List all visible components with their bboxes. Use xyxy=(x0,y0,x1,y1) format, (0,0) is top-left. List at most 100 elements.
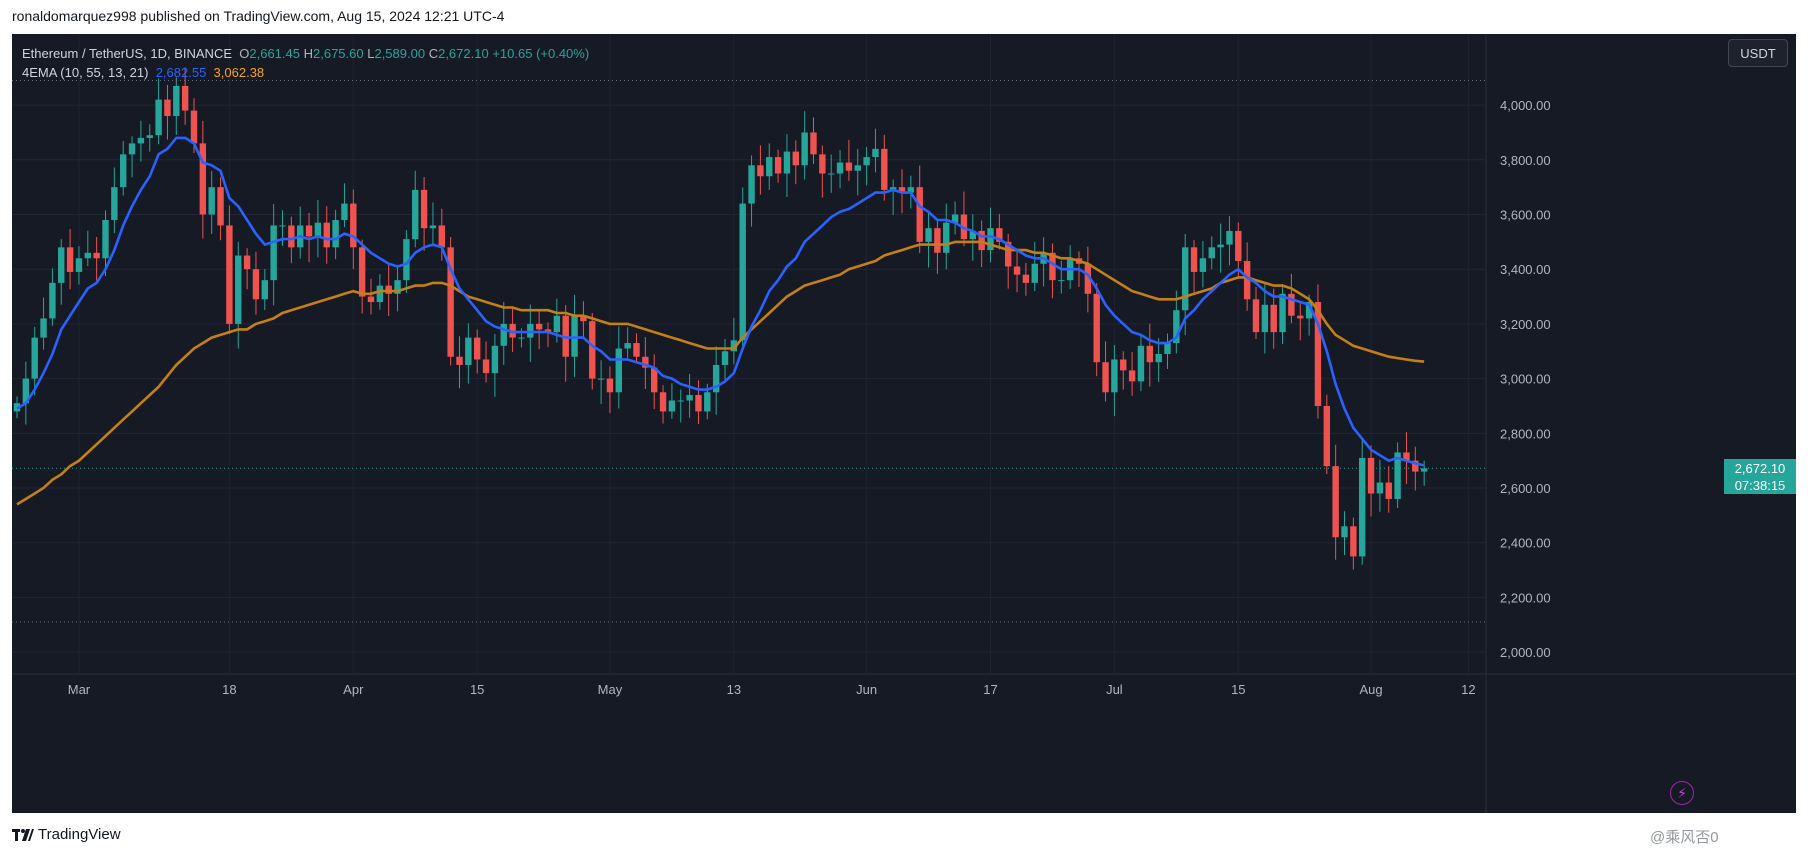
candle-body xyxy=(739,203,746,341)
candle-body xyxy=(146,135,153,138)
candle-body xyxy=(748,165,755,204)
last-price-badge: 2,672.10 xyxy=(1724,459,1796,478)
candle-body xyxy=(93,252,100,259)
high-label: H xyxy=(303,46,313,61)
published-line: ronaldomarquez998 published on TradingVi… xyxy=(12,8,505,24)
candle-body xyxy=(889,187,897,190)
candle-body xyxy=(633,343,640,357)
candle-body xyxy=(1173,310,1180,344)
candle-body xyxy=(544,329,552,333)
candle-body xyxy=(261,280,268,300)
candle-body xyxy=(916,187,923,242)
candle-body xyxy=(1385,482,1392,499)
candle-body xyxy=(686,395,693,401)
ema-slow-line xyxy=(16,240,1425,506)
candle-body xyxy=(925,228,932,242)
candle-body xyxy=(721,351,729,365)
candle-body xyxy=(695,395,702,412)
candle-body xyxy=(1049,252,1056,281)
legend-ohlc-row: Ethereum / TetherUS, 1D, BINANCE O2,661.… xyxy=(22,44,589,63)
candles xyxy=(13,67,1428,570)
tradingview-logo[interactable]: TradingView xyxy=(12,826,121,843)
candle-body xyxy=(350,203,357,248)
candle-body xyxy=(1102,362,1109,393)
x-tick-label: 18 xyxy=(222,682,236,697)
x-tick-label: May xyxy=(598,682,623,697)
candle-body xyxy=(668,400,676,412)
candle-body xyxy=(367,296,375,303)
candle-body xyxy=(996,228,1003,242)
candle-body xyxy=(651,367,658,393)
candle-body xyxy=(75,258,83,272)
candle-body xyxy=(199,143,207,215)
close-value: 2,672.10 xyxy=(438,46,489,61)
candle-body xyxy=(252,269,260,300)
candle-body xyxy=(1084,263,1092,294)
candle-body xyxy=(341,203,348,220)
candle-body xyxy=(1403,452,1410,461)
candle-body xyxy=(836,162,844,174)
candle-body xyxy=(1261,304,1269,333)
candle-body xyxy=(845,162,853,171)
candle-body xyxy=(642,356,649,368)
candle-body xyxy=(907,187,915,193)
candle-body xyxy=(757,165,764,177)
candle-body xyxy=(1394,452,1401,499)
x-tick-label: 15 xyxy=(470,682,484,697)
low-value: 2,589.00 xyxy=(374,46,426,61)
candle-body xyxy=(376,285,384,303)
candle-body xyxy=(1235,230,1242,262)
candle-body xyxy=(1288,293,1295,316)
candle-body xyxy=(323,222,330,248)
candle-body xyxy=(164,99,171,117)
ema-lines xyxy=(16,136,1425,506)
candle-body xyxy=(270,225,277,281)
lightning-icon[interactable]: ⚡ xyxy=(1670,781,1694,805)
candle-body xyxy=(412,189,419,240)
candle-body xyxy=(66,247,74,272)
ema-fast-value: 2,682.55 xyxy=(155,65,207,80)
candle-body xyxy=(712,364,720,393)
candle-body xyxy=(1164,343,1171,354)
candle-body xyxy=(1155,354,1162,363)
chart-panel[interactable]: 2,000.00 2,200.00 2,400.00 2,600.00 2,800.00… xyxy=(12,34,1796,813)
candle-body xyxy=(314,222,322,237)
candle-body xyxy=(305,225,313,237)
y-tick-label: 3,600.00 xyxy=(1500,208,1551,223)
candle-body xyxy=(1022,274,1030,283)
candle-body xyxy=(1323,405,1330,467)
symbol-title[interactable]: Ethereum / TetherUS, 1D, BINANCE xyxy=(22,46,233,61)
candle-body xyxy=(881,148,888,190)
candle-body xyxy=(1420,468,1428,472)
y-tick-label: 3,800.00 xyxy=(1500,153,1551,168)
candle-body xyxy=(358,247,366,297)
candle-body xyxy=(49,282,56,319)
ema-slow-value: 3,062.38 xyxy=(213,65,265,80)
candle-body xyxy=(465,337,472,365)
candle-body xyxy=(597,378,605,380)
candle-body xyxy=(243,255,251,270)
candle-body xyxy=(1190,247,1198,272)
x-tick-label: Apr xyxy=(343,682,364,697)
y-tick-label: 2,800.00 xyxy=(1500,426,1551,441)
candle-body xyxy=(208,187,215,215)
candle-body xyxy=(589,321,596,379)
candle-body xyxy=(403,239,410,281)
candle-body xyxy=(1031,263,1038,283)
candlestick-chart[interactable]: 2,000.00 2,200.00 2,400.00 2,600.00 2,800.00… xyxy=(12,34,1796,813)
candle-body xyxy=(1111,359,1118,393)
candle-body xyxy=(84,252,91,259)
candle-body xyxy=(801,132,808,166)
candle-body xyxy=(606,378,614,393)
currency-button[interactable]: USDT xyxy=(1728,39,1788,67)
candle-body xyxy=(951,214,959,223)
watermark: @乘风否0 xyxy=(1650,829,1719,846)
indicator-title[interactable]: 4EMA (10, 55, 13, 21) xyxy=(22,65,149,80)
candle-body xyxy=(704,392,711,412)
candle-body xyxy=(155,99,162,136)
candle-body xyxy=(1217,244,1224,248)
candle-body xyxy=(181,85,189,111)
candle-body xyxy=(624,343,631,349)
candle-body xyxy=(173,85,180,117)
y-tick-label: 3,200.00 xyxy=(1500,317,1551,332)
